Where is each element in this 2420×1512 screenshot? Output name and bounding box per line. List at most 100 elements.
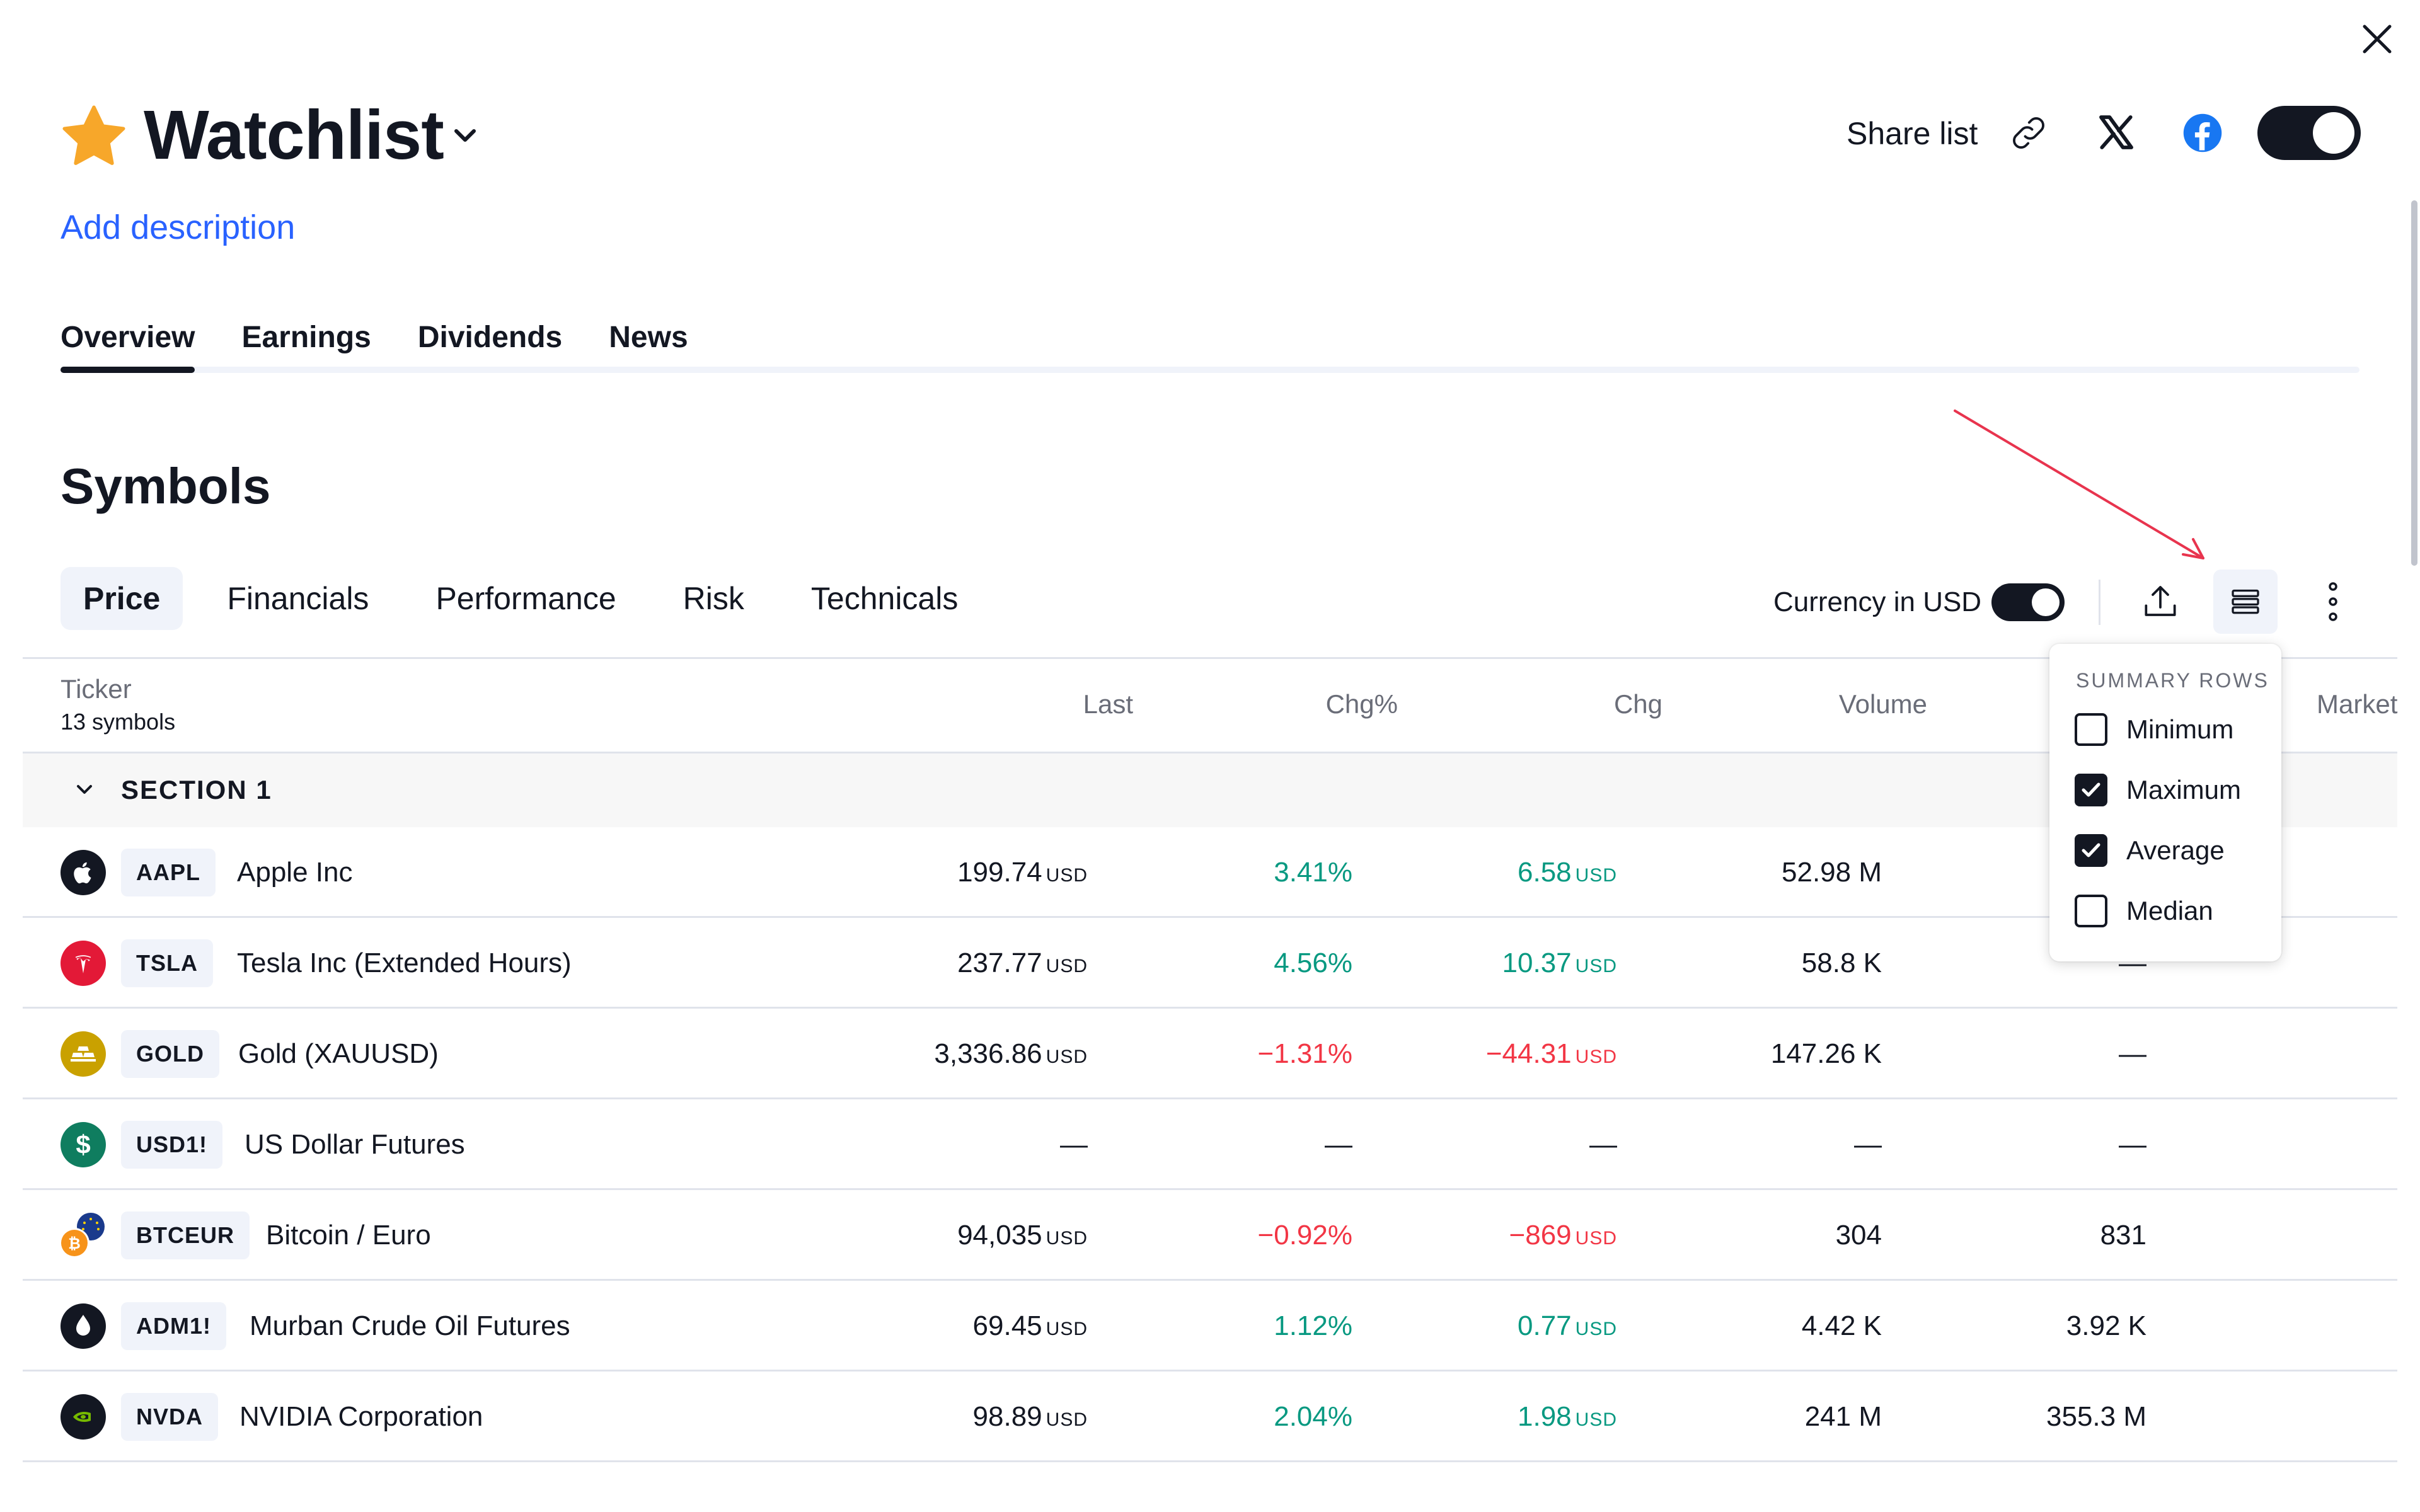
share-list-label: Share list xyxy=(1847,116,1978,151)
cell-last: 237.77 USD xyxy=(957,942,1088,988)
ticker-badge[interactable]: GOLD xyxy=(121,1030,219,1078)
table-row[interactable]: $ USD1! US Dollar Futures — — — — — xyxy=(23,1099,2397,1190)
summary-option-minimum[interactable]: Minimum xyxy=(2075,707,2233,752)
checkbox[interactable] xyxy=(2075,895,2107,927)
cell-chg: 6.58 USD xyxy=(1518,851,1617,897)
symbol-name: Apple Inc xyxy=(237,857,353,888)
symbol-count: 13 symbols xyxy=(60,709,176,735)
ticker-badge[interactable]: BTCEUR xyxy=(121,1211,250,1259)
chg-value: 0.77 xyxy=(1518,1310,1572,1341)
link-icon[interactable] xyxy=(2008,112,2049,154)
oil-drop-logo xyxy=(60,1303,106,1349)
table-row[interactable]: ₿ BTCEUR Bitcoin / Euro 94,035 USD −0.92%… xyxy=(23,1190,2397,1281)
cell-volume: 4.42 K xyxy=(1801,1310,1882,1341)
currency-unit: USD xyxy=(1575,865,1617,886)
section-row[interactable] xyxy=(23,752,2397,827)
export-icon[interactable] xyxy=(2140,582,2181,622)
summary-option-average[interactable]: Average xyxy=(2075,828,2225,873)
cell-volume: 52.98 M xyxy=(1782,857,1882,888)
option-label: Minimum xyxy=(2126,714,2234,744)
col-header-chg-pct[interactable]: Chg% xyxy=(1325,689,1398,719)
add-description-link[interactable]: Add description xyxy=(60,209,296,246)
tab-dividends[interactable]: Dividends xyxy=(417,321,563,354)
table-row[interactable]: NVDA NVIDIA Corporation 98.89 USD 2.04% 1… xyxy=(23,1372,2397,1462)
watchlist-title[interactable]: Watchlist xyxy=(144,96,444,174)
col-header-last[interactable]: Last xyxy=(1083,689,1133,719)
table-row[interactable]: ADM1! Murban Crude Oil Futures 69.45 USD … xyxy=(23,1281,2397,1372)
public-toggle[interactable] xyxy=(2257,106,2361,160)
bitcoin-euro-logo: ₿ xyxy=(60,1213,106,1258)
col-header-market[interactable]: Market xyxy=(2317,689,2398,719)
symbol-name: Gold (XAUUSD) xyxy=(238,1038,439,1069)
cell-avg-volume: 3.92 K xyxy=(2066,1310,2146,1341)
currency-unit: USD xyxy=(1046,956,1088,976)
cell-chg: −869 USD xyxy=(1509,1214,1617,1260)
subtab-price[interactable]: Price xyxy=(60,567,183,630)
cell-volume: 241 M xyxy=(1804,1401,1882,1432)
ticker-badge[interactable]: AAPL xyxy=(121,849,216,896)
col-header-volume[interactable]: Volume xyxy=(1838,689,1927,719)
tab-earnings[interactable]: Earnings xyxy=(241,321,371,354)
cell-avg-volume: 355.3 M xyxy=(2046,1401,2146,1432)
cell-chg-pct: 2.04% xyxy=(1274,1401,1352,1432)
chevron-down-icon[interactable] xyxy=(450,123,480,149)
gold-logo xyxy=(60,1031,106,1077)
ticker-badge[interactable]: NVDA xyxy=(121,1393,219,1441)
chevron-down-icon[interactable] xyxy=(71,780,98,800)
scrollbar[interactable] xyxy=(2411,200,2417,566)
checkbox-checked[interactable] xyxy=(2075,834,2107,867)
currency-unit: USD xyxy=(1046,1319,1088,1339)
chg-value: 10.37 xyxy=(1502,948,1572,978)
symbol-name: US Dollar Futures xyxy=(245,1129,465,1160)
subtab-financials[interactable]: Financials xyxy=(227,581,369,616)
subtab-technicals[interactable]: Technicals xyxy=(810,581,959,616)
cell-chg: 10.37 USD xyxy=(1502,942,1617,988)
subtab-performance[interactable]: Performance xyxy=(435,581,616,616)
table-row[interactable]: TSLA Tesla Inc (Extended Hours) 237.77 US… xyxy=(23,918,2397,1009)
summary-rows-button[interactable] xyxy=(2213,570,2278,634)
tab-overview[interactable]: Overview xyxy=(60,315,195,373)
table-row[interactable]: AAPL Apple Inc 199.74 USD 3.41% 6.58 USD 5… xyxy=(23,827,2397,918)
facebook-icon[interactable] xyxy=(2182,112,2223,154)
cell-avg-volume: — xyxy=(2119,1129,2146,1160)
col-header-chg[interactable]: Chg xyxy=(1613,689,1662,719)
checkbox-checked[interactable] xyxy=(2075,774,2107,806)
currency-unit: USD xyxy=(1046,1409,1088,1430)
ticker-badge[interactable]: USD1! xyxy=(121,1121,223,1169)
cell-chg: 1.98 USD xyxy=(1518,1395,1617,1441)
summary-option-median[interactable]: Median xyxy=(2075,888,2213,934)
symbol-name: NVIDIA Corporation xyxy=(239,1401,483,1432)
last-value: 199.74 xyxy=(957,857,1042,888)
cell-chg-pct: −0.92% xyxy=(1257,1220,1352,1251)
svg-text:$: $ xyxy=(76,1130,90,1159)
ticker-badge[interactable]: TSLA xyxy=(121,939,213,987)
currency-unit: USD xyxy=(1575,1046,1617,1067)
chg-value: −44.31 xyxy=(1485,1038,1572,1069)
cell-avg-volume: — xyxy=(2119,1038,2146,1069)
cell-chg-pct: — xyxy=(1325,1129,1352,1160)
x-icon[interactable] xyxy=(2096,112,2136,152)
tab-news[interactable]: News xyxy=(609,321,688,354)
cell-volume: 58.8 K xyxy=(1801,948,1882,978)
close-icon[interactable] xyxy=(2357,19,2397,59)
chg-value: 6.58 xyxy=(1518,857,1572,888)
toolbar-divider xyxy=(2099,580,2100,625)
col-header-ticker[interactable]: Ticker xyxy=(60,674,132,704)
sub-tabs: Price Financials Performance Risk Techni… xyxy=(60,567,1002,630)
summary-option-maximum[interactable]: Maximum xyxy=(2075,767,2241,813)
last-value: 94,035 xyxy=(957,1220,1042,1251)
chg-value: −869 xyxy=(1509,1220,1572,1251)
currency-unit: USD xyxy=(1046,1046,1088,1067)
subtab-risk[interactable]: Risk xyxy=(683,581,744,616)
table-row[interactable]: GOLD Gold (XAUUSD) 3,336.86 USD −1.31% −4… xyxy=(23,1009,2397,1099)
checkbox[interactable] xyxy=(2075,713,2107,746)
summary-rows-dropdown: SUMMARY ROWS Minimum Maximum Average Med… xyxy=(2049,644,2281,961)
ticker-badge[interactable]: ADM1! xyxy=(121,1302,226,1350)
last-value: — xyxy=(1060,1129,1088,1160)
currency-unit: USD xyxy=(1575,956,1617,976)
last-value: 98.89 xyxy=(972,1401,1042,1432)
currency-toggle[interactable] xyxy=(1991,583,2065,621)
currency-unit: USD xyxy=(1575,1319,1617,1339)
more-options-icon[interactable] xyxy=(2325,581,2341,622)
option-label: Maximum xyxy=(2126,775,2242,805)
